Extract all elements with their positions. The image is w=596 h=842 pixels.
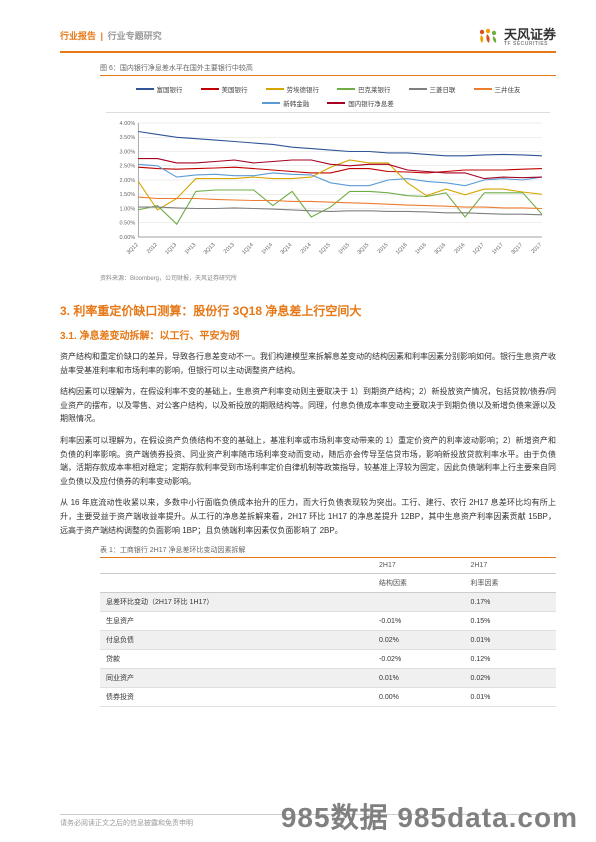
- legend-item: 美国银行: [201, 84, 248, 94]
- header-subcategory: 行业专题研究: [108, 31, 162, 41]
- figure-6: 图 6：国内银行净息差水平在国外主要银行中较高 富国银行 美国银行 劳埃德银行 巴克莱…: [100, 63, 556, 282]
- chart-legend: 富国银行 美国银行 劳埃德银行 巴克莱银行 三菱日联 三井住友新韩金融 国内银行净息差: [106, 82, 550, 113]
- paragraph-3: 利率因素可以理解为，在假设资产负债结构不变的基础上，基准利率或市场利率变动带来的…: [60, 434, 556, 488]
- svg-text:2013: 2013: [223, 242, 236, 255]
- svg-text:0.00%: 0.00%: [120, 235, 136, 241]
- header-divider: [60, 51, 556, 53]
- paragraph-1: 资产结构和重定价缺口的差异，导致各行息差变动不一。我们构建模型来拆解息差变动的结…: [60, 350, 556, 377]
- svg-text:1Q16: 1Q16: [395, 242, 409, 256]
- table-cell: 0.01%: [373, 669, 464, 688]
- legend-item: 富国银行: [136, 84, 183, 94]
- svg-text:1Q15: 1Q15: [318, 242, 332, 256]
- table-cell: 息差环比变动（2H17 环比 1H17）: [100, 593, 373, 612]
- svg-text:1H16: 1H16: [414, 242, 428, 256]
- table-cell: [373, 593, 464, 612]
- svg-text:3.00%: 3.00%: [120, 150, 136, 156]
- paragraph-4: 从 16 年底流动性收紧以来，多数中小行面临负债成本抬升的压力，而大行负债表现较…: [60, 496, 556, 537]
- svg-text:2014: 2014: [300, 242, 313, 255]
- header-category: 行业报告: [60, 31, 96, 41]
- section-heading-2: 3. 利率重定价缺口测算：股份行 3Q18 净息差上行空间大: [60, 302, 556, 319]
- table-cell: 贷款: [100, 650, 373, 669]
- figure-source: 资料来源：Bloomberg，公司财报，天风证券研究所: [100, 273, 556, 282]
- footer-disclaimer: 请务必阅读正文之后的信息披露和免责申明: [60, 820, 193, 827]
- section-heading-3: 3.1. 净息差变动拆解：以工行、平安为例: [60, 327, 556, 342]
- table-cell: 0.00%: [373, 688, 464, 707]
- table-row: 同业资产0.01%0.02%: [100, 669, 556, 688]
- logo-icon: [478, 28, 500, 44]
- legend-item: 新韩金融: [262, 98, 309, 108]
- table-cell: 生息资产: [100, 612, 373, 631]
- table-row: 生息资产-0.01%0.15%: [100, 612, 556, 631]
- legend-item: 三井住友: [474, 84, 521, 94]
- table-cell: 同业资产: [100, 669, 373, 688]
- table-cell: 0.01%: [464, 631, 556, 650]
- svg-text:2.00%: 2.00%: [120, 178, 136, 184]
- paragraph-2: 结构因素可以理解为，在假设利率不变的基础上，生息资产利率变动则主要取决于 1）到…: [60, 385, 556, 426]
- separator: |: [101, 31, 104, 41]
- svg-text:1H15: 1H15: [338, 242, 352, 256]
- table-subheader: [100, 574, 373, 593]
- legend-item: 劳埃德银行: [266, 84, 320, 94]
- figure-title: 图 6：国内银行净息差水平在国外主要银行中较高: [100, 63, 556, 73]
- table-cell: 0.15%: [464, 612, 556, 631]
- svg-text:1H14: 1H14: [261, 242, 275, 256]
- svg-text:3Q15: 3Q15: [357, 242, 371, 256]
- svg-text:3Q13: 3Q13: [203, 242, 217, 256]
- svg-text:2.50%: 2.50%: [120, 164, 136, 170]
- legend-item: 三菱日联: [409, 84, 456, 94]
- line-chart: 0.00% 0.50% 1.00% 1.50% 2.00% 2.50% 3.00% 3.50%…: [106, 117, 550, 267]
- svg-text:1.00%: 1.00%: [120, 207, 136, 213]
- table-header: 2H17: [373, 558, 464, 574]
- svg-text:1H13: 1H13: [184, 242, 198, 256]
- svg-text:2012: 2012: [146, 242, 159, 255]
- table-cell: 债券投资: [100, 688, 373, 707]
- table-title: 表 1：工商银行 2H17 净息差环比变动因素拆解: [100, 545, 556, 555]
- svg-text:2016: 2016: [453, 242, 466, 255]
- table-cell: 0.02%: [373, 631, 464, 650]
- svg-text:3Q16: 3Q16: [433, 242, 447, 256]
- table-subheader: 结构因素: [373, 574, 464, 593]
- table-row: 贷款-0.02%0.12%: [100, 650, 556, 669]
- legend-item: 国内银行净息差: [327, 98, 394, 108]
- svg-text:1H17: 1H17: [491, 242, 505, 256]
- svg-text:3Q17: 3Q17: [510, 242, 524, 256]
- svg-text:1.50%: 1.50%: [120, 192, 136, 198]
- table-cell: -0.02%: [373, 650, 464, 669]
- table-cell: 0.02%: [464, 669, 556, 688]
- table-row: 债券投资0.00%0.01%: [100, 688, 556, 707]
- svg-text:3Q12: 3Q12: [126, 242, 140, 256]
- data-table: 2H172H17结构因素利率因素息差环比变动（2H17 环比 1H17） 0.17…: [100, 557, 556, 707]
- svg-text:3.50%: 3.50%: [120, 135, 136, 141]
- table-1: 表 1：工商银行 2H17 净息差环比变动因素拆解 2H172H17结构因素利率…: [100, 545, 556, 707]
- table-row: 付息负债0.02%0.01%: [100, 631, 556, 650]
- table-header: [100, 558, 373, 574]
- table-cell: 0.17%: [464, 593, 556, 612]
- table-row: 息差环比变动（2H17 环比 1H17） 0.17%: [100, 593, 556, 612]
- table-header: 2H17: [464, 558, 556, 574]
- table-cell: 付息负债: [100, 631, 373, 650]
- svg-text:2017: 2017: [530, 242, 543, 255]
- table-cell: 0.12%: [464, 650, 556, 669]
- table-subheader: 利率因素: [464, 574, 556, 593]
- chart-container: 富国银行 美国银行 劳埃德银行 巴克莱银行 三菱日联 三井住友新韩金融 国内银行净息差 0.…: [100, 75, 556, 269]
- page-header: 行业报告 | 行业专题研究 天风证券 TF SECURITIES: [60, 24, 556, 47]
- svg-text:4.00%: 4.00%: [120, 121, 136, 127]
- table-cell: -0.01%: [373, 612, 464, 631]
- svg-text:1Q17: 1Q17: [472, 242, 486, 256]
- watermark: 985数据 985data.com: [281, 796, 578, 836]
- legend-item: 巴克莱银行: [337, 84, 391, 94]
- table-cell: 0.01%: [464, 688, 556, 707]
- company-logo: 天风证券 TF SECURITIES: [478, 24, 556, 47]
- svg-text:1Q13: 1Q13: [164, 242, 178, 256]
- svg-text:3Q14: 3Q14: [280, 242, 294, 256]
- svg-text:2015: 2015: [377, 242, 390, 255]
- svg-text:1Q14: 1Q14: [241, 242, 255, 256]
- header-breadcrumb: 行业报告 | 行业专题研究: [60, 29, 162, 42]
- svg-text:0.50%: 0.50%: [120, 221, 136, 227]
